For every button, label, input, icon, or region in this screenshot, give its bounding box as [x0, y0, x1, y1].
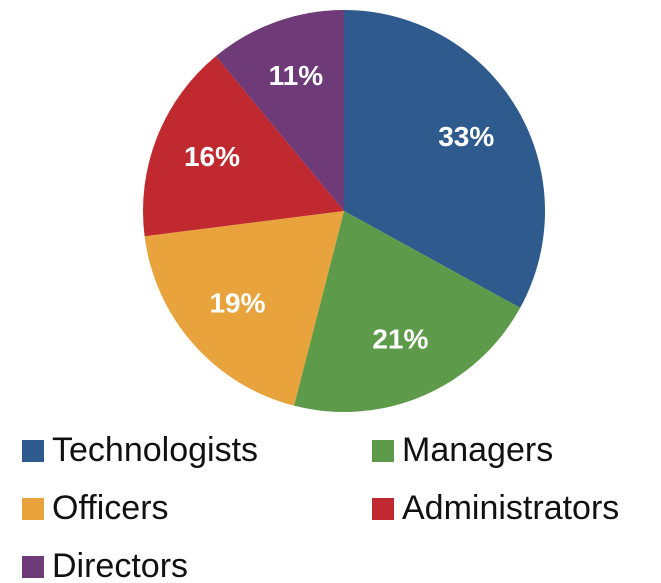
legend-swatch [22, 556, 44, 578]
pie-slice [344, 10, 545, 308]
legend-swatch [372, 498, 394, 520]
legend-swatch [372, 440, 394, 462]
legend-label: Officers [52, 489, 169, 527]
legend-swatch [22, 498, 44, 520]
data-label: 11% [269, 60, 324, 91]
legend-label: Administrators [402, 489, 619, 527]
pie-slice [215, 10, 344, 211]
legend-swatch [22, 440, 44, 462]
legend-label: Directors [52, 547, 188, 583]
legend-label: Managers [402, 431, 553, 469]
legend-label: Technologists [52, 431, 258, 469]
data-label: 16% [184, 141, 240, 172]
pie-slice [143, 56, 344, 237]
data-label: 19% [209, 287, 265, 318]
pie-slice [294, 211, 521, 412]
data-label: 21% [372, 324, 428, 355]
data-label: 33% [438, 121, 494, 152]
pie-slice [144, 211, 344, 406]
